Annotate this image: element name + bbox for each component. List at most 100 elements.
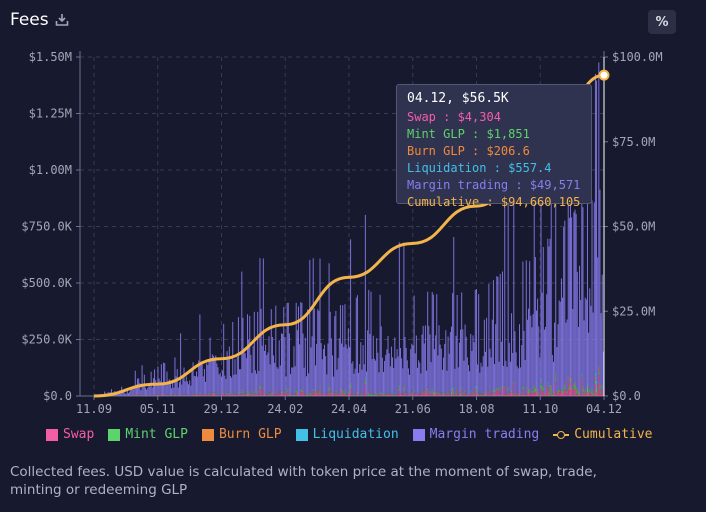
bar-segment — [394, 393, 396, 396]
legend-item[interactable]: Liquidation — [295, 427, 399, 442]
legend-item[interactable]: Burn GLP — [201, 427, 282, 442]
bar-segment — [485, 394, 486, 396]
bar-segment — [542, 387, 544, 392]
legend-item[interactable]: Swap — [46, 427, 94, 442]
bar-segment — [345, 344, 347, 394]
bar-segment — [207, 364, 209, 396]
bar-segment — [224, 375, 226, 395]
bar-segment — [403, 385, 405, 388]
bar-segment — [244, 393, 246, 395]
bar-segment — [462, 329, 464, 392]
bar-segment — [402, 394, 404, 396]
bar-segment — [574, 384, 576, 390]
bar-segment — [496, 276, 498, 387]
bar-segment — [445, 330, 447, 393]
fees-chart[interactable]: $0.0 $250.0K $500.0K $750.0K $1.00M $1.25M $1.… — [0, 40, 706, 420]
bar-segment — [592, 312, 594, 393]
legend-label: Cumulative — [574, 427, 653, 442]
bar-segment — [288, 333, 290, 394]
y-right-tick-label: $75.0M — [612, 135, 655, 149]
bar-segment — [269, 392, 271, 394]
bar-segment — [350, 382, 352, 383]
bar-segment — [376, 393, 378, 395]
bar-segment — [288, 393, 290, 395]
bar-segment — [571, 390, 573, 396]
bar-segment — [438, 390, 440, 392]
bar-segment — [590, 391, 592, 393]
bar-segment — [394, 337, 396, 393]
bar-segment — [531, 392, 533, 396]
bar-segment — [383, 371, 384, 396]
bar-segment — [260, 390, 262, 396]
bar-segment — [600, 313, 602, 391]
bar-segment — [545, 394, 547, 396]
bar-segment — [380, 391, 382, 393]
download-icon[interactable] — [55, 12, 71, 28]
bar-segment — [293, 394, 295, 396]
bar-segment — [248, 339, 250, 392]
bar-segment — [201, 394, 203, 396]
bar-segment — [203, 394, 205, 396]
bar-segment — [422, 325, 424, 392]
bar-segment — [545, 395, 547, 396]
bar-segment — [594, 376, 596, 380]
bar-segment — [583, 394, 585, 396]
bar-segment — [445, 392, 447, 393]
bar-segment — [430, 362, 432, 396]
bar-segment — [519, 391, 520, 393]
percent-toggle-button[interactable]: % — [648, 10, 676, 34]
bar-segment — [123, 390, 125, 396]
bar-segment — [432, 294, 434, 392]
bar-segment — [464, 392, 466, 396]
tooltip-row: Liquidation : $557.4 — [407, 161, 552, 175]
bar-segment — [378, 395, 380, 396]
legend-item[interactable]: Cumulative — [553, 427, 653, 442]
bar-segment — [329, 390, 331, 396]
bar-segment — [349, 392, 350, 394]
bar-segment — [335, 390, 337, 392]
legend-item[interactable]: Mint GLP — [108, 427, 188, 442]
bar-segment — [470, 333, 472, 391]
bar-segment — [591, 391, 593, 394]
bar-segment — [237, 390, 239, 392]
bar-segment — [228, 391, 230, 393]
bar-segment — [436, 294, 438, 392]
bar-segment — [480, 394, 482, 396]
y-right-tick-label: $25.0M — [612, 304, 655, 318]
bar-segment — [566, 391, 568, 394]
bar-segment — [541, 292, 543, 387]
bar-segment — [557, 393, 559, 396]
bar-segment — [347, 393, 349, 396]
bar-segment — [219, 395, 221, 396]
bar-segment — [413, 392, 415, 396]
bar-segment — [575, 390, 577, 394]
y-left-tick-label: $500.0K — [21, 276, 72, 290]
bar-segment — [489, 348, 491, 395]
bar-segment — [328, 263, 330, 386]
bar-segment — [581, 372, 583, 377]
bar-segment — [545, 393, 547, 395]
bar-segment — [309, 391, 311, 393]
legend-item[interactable]: Margin trading — [412, 427, 539, 442]
bar-segment — [428, 389, 430, 391]
x-tick-label: 24.04 — [331, 402, 367, 416]
bar-segment — [497, 390, 499, 396]
bar-segment — [543, 329, 545, 395]
bar-segment — [427, 388, 429, 391]
bar-segment — [468, 394, 469, 396]
bar-segment — [495, 389, 497, 391]
bar-segment — [345, 394, 347, 396]
bar-segment — [423, 390, 425, 392]
bar-segment — [588, 393, 590, 396]
bar-segment — [257, 391, 259, 393]
bar-segment — [599, 382, 601, 385]
bar-segment — [541, 389, 543, 391]
bar-segment — [142, 385, 144, 396]
bar-segment — [277, 394, 279, 396]
bar-segment — [413, 390, 415, 393]
bar-segment — [423, 392, 425, 393]
bar-segment — [546, 388, 548, 390]
bar-segment — [464, 391, 466, 393]
bar-segment — [355, 297, 357, 393]
bar-segment — [400, 394, 401, 396]
